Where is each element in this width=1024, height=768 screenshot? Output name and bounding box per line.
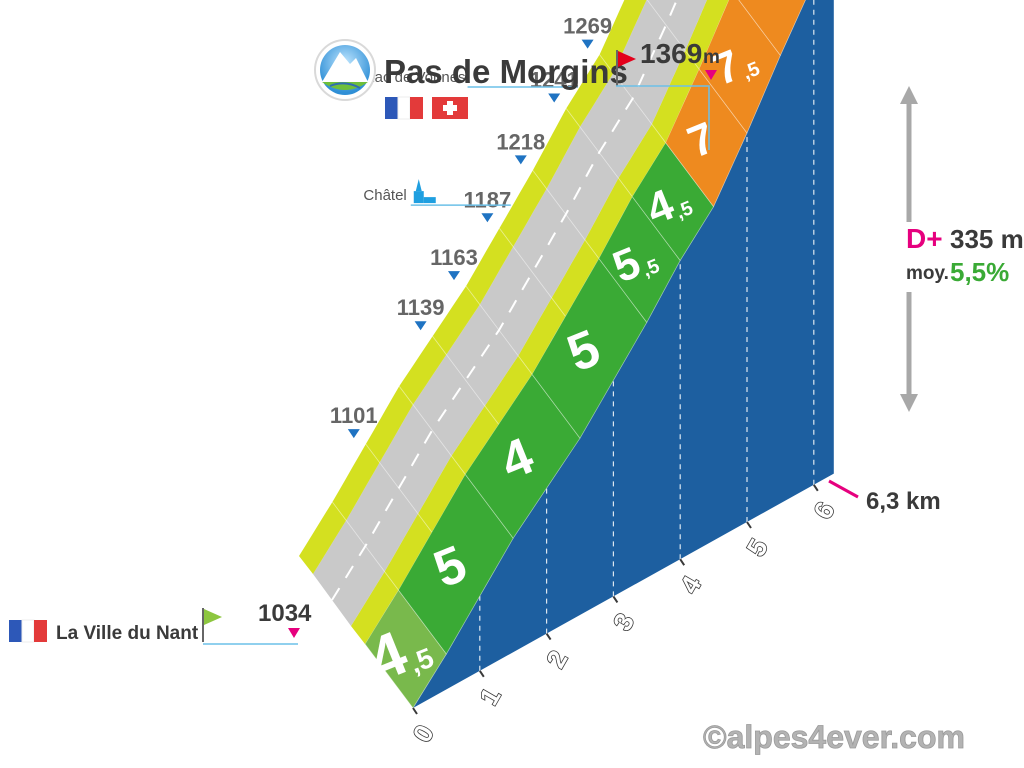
altitude-marker-icon	[548, 93, 561, 103]
france-flag-icon	[385, 96, 423, 120]
summit-flag-icon	[616, 50, 636, 86]
x-tick	[812, 484, 819, 492]
start-name: La Ville du Nant	[56, 623, 199, 644]
road-section-line	[599, 54, 666, 143]
road-section-line	[365, 443, 433, 533]
altitude-marker-label: 1163	[430, 245, 478, 270]
distance-pointer	[828, 479, 859, 499]
summit-altitude: 1369	[640, 38, 702, 69]
x-tick	[612, 595, 619, 603]
grade-decimal: ,5	[673, 197, 697, 224]
church-icon	[413, 179, 436, 204]
place-labels: Châtel Lac de Vonnes	[363, 69, 578, 206]
start-header: La Ville du Nant 1034	[9, 600, 312, 645]
page-title: Pas de Morgins	[384, 53, 628, 90]
road-section-line	[646, 0, 700, 70]
x-tick	[478, 670, 485, 678]
altitude-markers: 11011139116311871218124112691311	[330, 14, 612, 439]
altitude-marker-label: 1139	[397, 295, 445, 320]
altitude-marker-icon	[414, 321, 427, 331]
grade-decimal: ,5	[740, 58, 764, 85]
start-flag-icon	[202, 608, 222, 642]
x-tick	[679, 558, 686, 566]
france-flag-icon	[9, 619, 47, 643]
x-tick	[545, 633, 552, 641]
inner-shoulder	[351, 0, 729, 644]
credit: ©alpes4ever.com	[703, 719, 965, 755]
profile-side-face	[413, 0, 834, 708]
x-tick	[746, 521, 752, 529]
average-label: moy.	[906, 263, 949, 284]
gradient-segment	[738, 0, 806, 57]
altitude-marker-label: 1241	[530, 68, 579, 93]
road-centre-line	[331, 0, 678, 601]
place-label: Châtel	[363, 187, 406, 204]
altitude-marker-icon	[514, 155, 527, 165]
mountain-icon	[314, 39, 376, 101]
road-section-line	[432, 335, 499, 425]
switzerland-flag-icon	[432, 97, 468, 119]
x-tick-label: 5	[741, 534, 774, 562]
altitude-marker-label: 1101	[330, 403, 378, 428]
grade-decimal: ,5	[639, 255, 663, 282]
x-tick-label: 1	[473, 683, 506, 711]
gradient-segment	[698, 0, 781, 134]
total-distance: 6,3 km	[866, 488, 941, 515]
start-altitude: 1034	[258, 600, 312, 627]
side-face	[413, 0, 834, 708]
x-tick	[412, 707, 418, 715]
altitude-marker-icon	[448, 271, 460, 281]
altitude-marker-icon	[347, 429, 360, 439]
altitude-marker-label: 1269	[563, 14, 612, 39]
altitude-marker-icon	[481, 213, 494, 223]
x-tick-label: 3	[607, 608, 640, 636]
altitude-marker-label: 1187	[464, 187, 512, 212]
road-section-line	[398, 386, 466, 475]
elevation-arrow	[900, 86, 918, 412]
summit-header: Pas de Morgins 1369 m	[314, 38, 720, 150]
gradient-segments	[364, 0, 806, 709]
x-tick-label: 0	[407, 720, 440, 748]
summit-altitude-unit: m	[703, 47, 720, 68]
x-tick-label: 4	[674, 570, 707, 598]
dplus-label: D+	[906, 223, 943, 254]
road-section-line	[465, 285, 533, 375]
summit-pointer-icon	[705, 70, 717, 80]
start-pointer-icon	[288, 628, 300, 638]
x-tick-label: 2	[540, 645, 573, 673]
road-lane	[313, 0, 707, 626]
summit-leader-line	[616, 85, 710, 150]
altitude-marker-icon	[581, 39, 594, 49]
place-label: Lac de Vonnes	[366, 69, 465, 86]
dplus-value: 335 m	[950, 224, 1024, 254]
outer-shoulder	[299, 0, 647, 574]
road-section-line	[565, 108, 633, 197]
road-section-line	[332, 501, 399, 591]
altitude-marker-label: 1218	[496, 129, 545, 154]
road-section-line	[499, 228, 566, 317]
road-section-line	[532, 170, 600, 259]
road-surface	[299, 0, 729, 644]
average-grade: 5,5%	[950, 257, 1009, 287]
x-tick-label: 6	[807, 497, 840, 525]
